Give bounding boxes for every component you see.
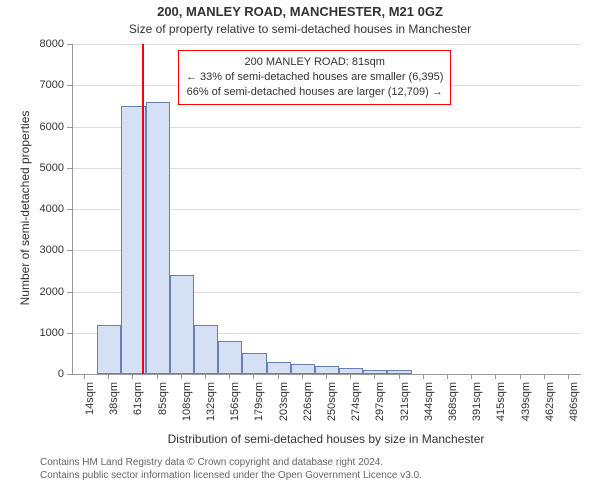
x-tick-label: 61sqm bbox=[132, 382, 144, 432]
x-tick-mark bbox=[568, 374, 569, 379]
y-tick-mark bbox=[67, 127, 72, 128]
histogram-bar bbox=[146, 102, 170, 374]
histogram-bar bbox=[291, 364, 315, 374]
x-tick-label: 14sqm bbox=[84, 382, 96, 432]
y-tick-label: 3000 bbox=[32, 244, 64, 256]
x-tick-mark bbox=[108, 374, 109, 379]
x-tick-label: 38sqm bbox=[108, 382, 120, 432]
x-tick-mark bbox=[520, 374, 521, 379]
y-tick-label: 8000 bbox=[32, 38, 64, 50]
x-tick-mark bbox=[157, 374, 158, 379]
attribution-line-1: Contains HM Land Registry data © Crown c… bbox=[40, 456, 422, 469]
histogram-bar bbox=[315, 366, 339, 374]
y-tick-mark bbox=[67, 85, 72, 86]
histogram-bar bbox=[97, 325, 121, 375]
y-axis-label: Number of semi-detached properties bbox=[18, 43, 32, 373]
x-tick-label: 250sqm bbox=[326, 382, 338, 432]
y-tick-mark bbox=[67, 168, 72, 169]
x-tick-mark bbox=[205, 374, 206, 379]
histogram-bar bbox=[339, 368, 363, 374]
y-tick-mark bbox=[67, 292, 72, 293]
x-tick-mark bbox=[302, 374, 303, 379]
y-tick-mark bbox=[67, 209, 72, 210]
x-tick-mark bbox=[544, 374, 545, 379]
attribution-line-2: Contains public sector information licen… bbox=[40, 469, 422, 482]
annotation-line-0: 200 MANLEY ROAD: 81sqm bbox=[186, 55, 443, 70]
marker-annotation-box: 200 MANLEY ROAD: 81sqm← 33% of semi-deta… bbox=[178, 50, 451, 105]
x-tick-label: 132sqm bbox=[205, 382, 217, 432]
annotation-line-1: ← 33% of semi-detached houses are smalle… bbox=[186, 70, 443, 85]
x-tick-mark bbox=[229, 374, 230, 379]
x-tick-mark bbox=[84, 374, 85, 379]
x-tick-label: 108sqm bbox=[181, 382, 193, 432]
y-tick-label: 2000 bbox=[32, 286, 64, 298]
x-tick-label: 85sqm bbox=[157, 382, 169, 432]
y-tick-label: 6000 bbox=[32, 121, 64, 133]
x-axis-label: Distribution of semi-detached houses by … bbox=[72, 432, 580, 446]
histogram-bar bbox=[218, 341, 242, 374]
x-tick-label: 179sqm bbox=[253, 382, 265, 432]
x-tick-label: 297sqm bbox=[374, 382, 386, 432]
y-tick-label: 7000 bbox=[32, 79, 64, 91]
x-tick-label: 203sqm bbox=[278, 382, 290, 432]
y-tick-label: 0 bbox=[32, 368, 64, 380]
x-tick-label: 486sqm bbox=[568, 382, 580, 432]
x-tick-label: 344sqm bbox=[423, 382, 435, 432]
x-tick-mark bbox=[278, 374, 279, 379]
histogram-bar bbox=[170, 275, 194, 374]
chart-main-title: 200, MANLEY ROAD, MANCHESTER, M21 0GZ bbox=[0, 4, 600, 19]
x-tick-label: 368sqm bbox=[447, 382, 459, 432]
y-tick-mark bbox=[67, 250, 72, 251]
x-tick-label: 156sqm bbox=[229, 382, 241, 432]
x-tick-mark bbox=[495, 374, 496, 379]
attribution-text: Contains HM Land Registry data © Crown c… bbox=[40, 456, 422, 482]
x-tick-label: 391sqm bbox=[471, 382, 483, 432]
y-tick-mark bbox=[67, 44, 72, 45]
x-tick-mark bbox=[447, 374, 448, 379]
x-tick-mark bbox=[253, 374, 254, 379]
property-marker-line bbox=[142, 44, 144, 374]
x-tick-label: 226sqm bbox=[302, 382, 314, 432]
x-tick-mark bbox=[181, 374, 182, 379]
histogram-bar bbox=[194, 325, 218, 375]
x-tick-label: 274sqm bbox=[350, 382, 362, 432]
x-tick-mark bbox=[374, 374, 375, 379]
x-tick-label: 415sqm bbox=[495, 382, 507, 432]
histogram-bar bbox=[267, 362, 291, 374]
x-tick-label: 321sqm bbox=[399, 382, 411, 432]
histogram-bar bbox=[363, 370, 387, 374]
x-tick-mark bbox=[471, 374, 472, 379]
x-tick-mark bbox=[350, 374, 351, 379]
x-tick-mark bbox=[326, 374, 327, 379]
x-tick-mark bbox=[423, 374, 424, 379]
x-tick-label: 462sqm bbox=[544, 382, 556, 432]
x-tick-mark bbox=[399, 374, 400, 379]
y-gridline bbox=[73, 44, 581, 45]
y-tick-label: 5000 bbox=[32, 162, 64, 174]
chart-sub-title: Size of property relative to semi-detach… bbox=[0, 22, 600, 36]
y-tick-mark bbox=[67, 333, 72, 334]
plot-area: 200 MANLEY ROAD: 81sqm← 33% of semi-deta… bbox=[72, 44, 581, 375]
x-tick-label: 439sqm bbox=[520, 382, 532, 432]
histogram-bar bbox=[242, 353, 266, 374]
histogram-bar bbox=[387, 370, 411, 374]
y-tick-mark bbox=[67, 374, 72, 375]
x-tick-mark bbox=[132, 374, 133, 379]
y-tick-label: 1000 bbox=[32, 327, 64, 339]
annotation-line-2: 66% of semi-detached houses are larger (… bbox=[186, 85, 443, 100]
y-tick-label: 4000 bbox=[32, 203, 64, 215]
property-size-chart: 200, MANLEY ROAD, MANCHESTER, M21 0GZ Si… bbox=[0, 0, 600, 500]
